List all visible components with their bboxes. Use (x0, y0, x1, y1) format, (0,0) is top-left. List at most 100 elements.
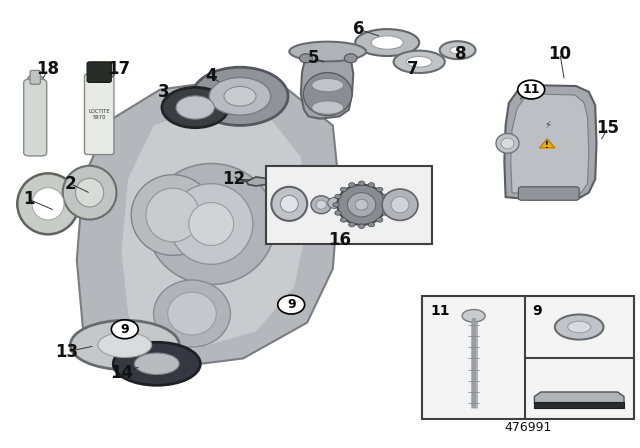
Circle shape (358, 181, 365, 185)
Ellipse shape (63, 166, 116, 220)
Ellipse shape (28, 75, 43, 82)
Polygon shape (534, 392, 624, 403)
Polygon shape (504, 85, 596, 199)
Ellipse shape (154, 280, 230, 347)
Circle shape (340, 187, 347, 192)
Circle shape (376, 187, 383, 192)
Polygon shape (122, 108, 307, 349)
Text: 9: 9 (287, 298, 296, 311)
Text: ⚡: ⚡ (544, 120, 550, 129)
Circle shape (111, 320, 138, 339)
Ellipse shape (312, 101, 344, 114)
Ellipse shape (170, 184, 253, 264)
Circle shape (333, 202, 339, 207)
Circle shape (349, 222, 355, 227)
Ellipse shape (271, 187, 307, 221)
Ellipse shape (70, 320, 179, 370)
FancyBboxPatch shape (24, 79, 47, 156)
Ellipse shape (98, 332, 152, 358)
Ellipse shape (312, 78, 344, 92)
Text: 4: 4 (205, 67, 217, 85)
Polygon shape (301, 43, 353, 119)
Ellipse shape (391, 197, 409, 213)
Ellipse shape (450, 47, 465, 54)
Ellipse shape (337, 185, 386, 225)
Ellipse shape (224, 86, 256, 106)
Text: LOCTITE
5970: LOCTITE 5970 (88, 109, 110, 120)
Ellipse shape (355, 199, 368, 210)
Ellipse shape (555, 314, 604, 340)
Polygon shape (540, 139, 555, 148)
Polygon shape (534, 402, 624, 408)
Ellipse shape (146, 188, 200, 242)
Ellipse shape (209, 78, 271, 115)
Ellipse shape (496, 134, 519, 153)
Circle shape (382, 194, 388, 199)
Circle shape (382, 211, 388, 215)
Text: 18: 18 (36, 60, 60, 78)
Ellipse shape (382, 189, 418, 220)
FancyBboxPatch shape (87, 62, 111, 82)
FancyBboxPatch shape (266, 166, 432, 244)
Polygon shape (246, 177, 269, 186)
Circle shape (376, 218, 383, 222)
Ellipse shape (162, 87, 228, 128)
Ellipse shape (501, 138, 514, 149)
Ellipse shape (462, 310, 485, 322)
Text: 6: 6 (353, 20, 364, 38)
Ellipse shape (147, 164, 275, 284)
Ellipse shape (192, 67, 288, 125)
Ellipse shape (168, 292, 216, 335)
Ellipse shape (189, 202, 234, 246)
Text: 13: 13 (56, 343, 79, 361)
Ellipse shape (440, 41, 476, 59)
Polygon shape (511, 94, 589, 195)
FancyBboxPatch shape (30, 70, 40, 84)
Circle shape (278, 295, 305, 314)
Text: 11: 11 (522, 83, 540, 96)
Text: 476991: 476991 (504, 421, 552, 435)
Text: 16: 16 (328, 231, 351, 249)
Ellipse shape (316, 200, 326, 209)
Circle shape (358, 224, 365, 228)
FancyBboxPatch shape (518, 187, 579, 200)
Text: 12: 12 (222, 170, 245, 188)
Text: 14: 14 (110, 364, 133, 382)
Ellipse shape (134, 353, 179, 375)
Text: 3: 3 (157, 83, 169, 101)
Text: 15: 15 (596, 119, 620, 137)
Ellipse shape (406, 56, 432, 67)
Circle shape (518, 80, 545, 99)
Ellipse shape (348, 193, 376, 217)
Ellipse shape (394, 51, 445, 73)
Circle shape (335, 211, 341, 215)
Text: 9: 9 (532, 304, 542, 318)
Ellipse shape (303, 73, 352, 116)
Ellipse shape (289, 42, 366, 61)
Text: 8: 8 (455, 45, 467, 63)
Circle shape (368, 183, 374, 187)
Text: 11: 11 (430, 304, 449, 318)
Ellipse shape (371, 36, 403, 49)
Text: 10: 10 (548, 45, 572, 63)
Circle shape (368, 222, 374, 227)
Circle shape (349, 183, 355, 187)
Ellipse shape (355, 29, 419, 56)
FancyBboxPatch shape (422, 296, 634, 419)
Ellipse shape (32, 188, 64, 220)
Polygon shape (77, 81, 339, 367)
Text: 1: 1 (23, 190, 35, 208)
Text: 2: 2 (65, 175, 76, 193)
Ellipse shape (311, 196, 332, 214)
Text: 7: 7 (407, 60, 419, 78)
Ellipse shape (76, 178, 104, 207)
Ellipse shape (176, 96, 214, 119)
Circle shape (335, 194, 341, 199)
Circle shape (344, 54, 357, 63)
Ellipse shape (280, 195, 298, 212)
FancyBboxPatch shape (84, 74, 114, 155)
Circle shape (384, 202, 390, 207)
Text: 9: 9 (120, 323, 129, 336)
Ellipse shape (328, 198, 340, 208)
Text: !: ! (545, 141, 549, 150)
